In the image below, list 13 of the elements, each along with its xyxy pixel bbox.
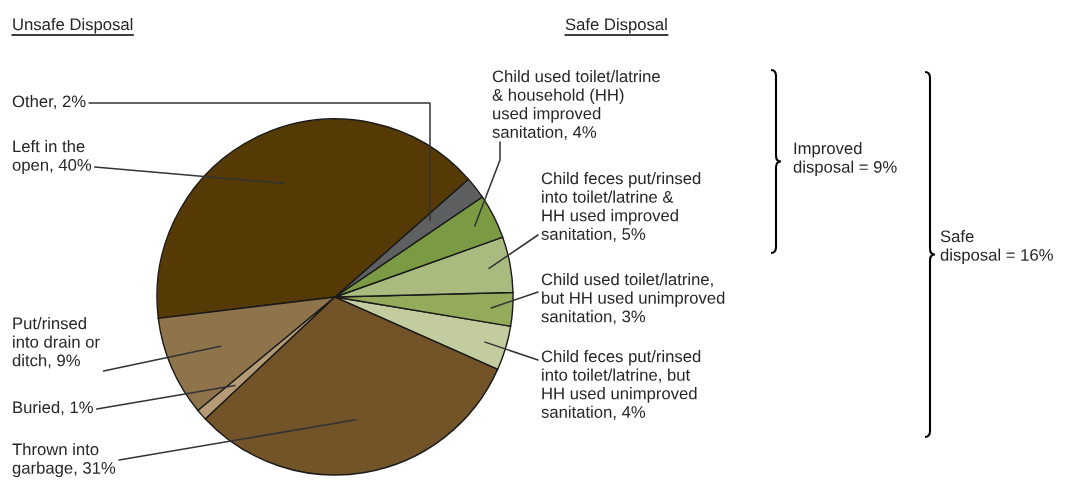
slice-label: Child feces put/rinsed into toilet/latrine & HH used improved sanitation, 5%: [541, 172, 701, 242]
slice-label: Buried, 1%: [13, 401, 93, 416]
text: Unsafe Disposal: [13, 18, 133, 34]
slice-label: Left in the open, 40%: [12, 140, 92, 175]
slice-label: Put/rinsed into drain or ditch, 9%: [12, 317, 100, 369]
text: Safe disposal = 16%: [940, 230, 1053, 265]
slice-label: Child used toilet/latrine & household (HH) used improved sanitation, 4%: [492, 70, 660, 140]
slice-label: Child used toilet/latrine, but HH used unimproved sanitation, 3%: [541, 273, 725, 325]
slice-label: Child feces put/rinsed into toilet/latrine, but HH used unimproved sanitation, 4%: [541, 350, 701, 420]
text: Improved disposal = 9%: [793, 142, 897, 177]
slice-label: Thrown into garbage, 31%: [12, 443, 116, 478]
slice-label: Other, 2%: [12, 95, 86, 110]
text: Safe Disposal: [565, 18, 667, 34]
